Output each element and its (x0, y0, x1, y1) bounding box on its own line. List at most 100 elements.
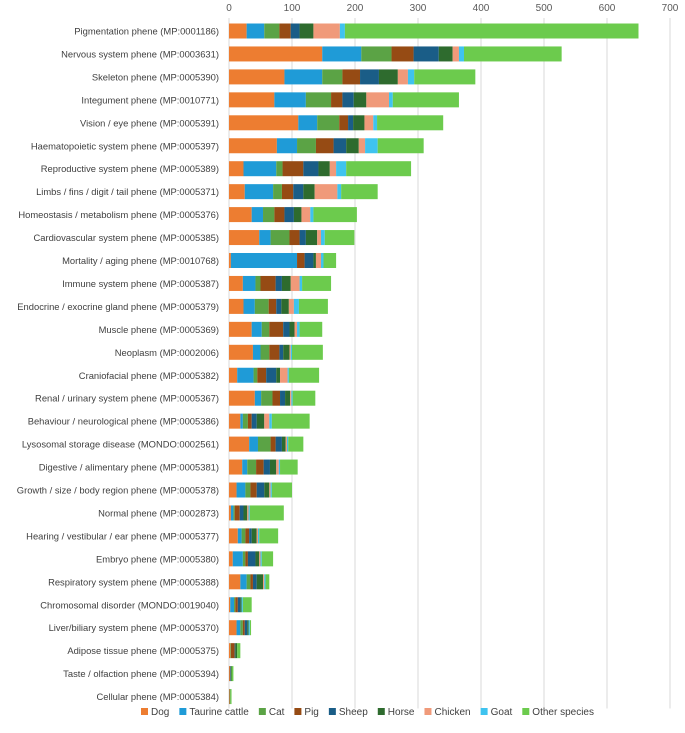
bar-segment (248, 620, 250, 636)
bar-segment (297, 253, 305, 268)
x-tick-label: 200 (347, 3, 364, 14)
bar-segment (377, 115, 444, 131)
bar-segment (263, 459, 270, 475)
bar-segment (280, 390, 286, 406)
legend-swatch (179, 708, 187, 715)
bar-segment (302, 275, 332, 291)
bar-segment (229, 46, 323, 62)
category-label: Cellular phene (MP:0005384) (97, 691, 219, 702)
bar-segment (252, 344, 261, 360)
bar-segment (301, 207, 311, 223)
bar-segment (251, 528, 257, 544)
bar-segment (463, 46, 562, 62)
bar-segment (297, 321, 300, 337)
category-label: Growth / size / body region phene (MP:00… (17, 485, 219, 496)
x-tick-label: 500 (536, 3, 553, 14)
bar-segment (239, 505, 244, 521)
bar-segment (361, 46, 392, 62)
bar-segment (288, 367, 320, 383)
bar-segment (240, 620, 243, 636)
bar-segment (276, 459, 279, 475)
bar-segment (256, 413, 265, 429)
bar-segment (246, 574, 251, 590)
bar-segment (242, 597, 252, 613)
bar-segment (290, 275, 300, 291)
bar-segment (247, 459, 257, 475)
bar-segment (264, 574, 266, 590)
bar-segment (229, 528, 238, 544)
bar-segment (323, 253, 337, 268)
bar-segment (263, 574, 265, 590)
category-label: Cardiovascular system phene (MP:0005385) (33, 232, 219, 243)
bar-segment (229, 436, 250, 452)
legend-label: Cat (269, 707, 285, 718)
bar-segment (305, 230, 318, 246)
category-label: Embryo phene (MP:0005380) (96, 553, 219, 564)
bar-segment (256, 574, 264, 590)
bar-segment (257, 436, 271, 452)
category-label: Behaviour / neurological phene (MP:00053… (28, 416, 219, 427)
bar-segment (247, 505, 249, 521)
legend-label: Taurine cattle (189, 707, 249, 718)
bar-segment (250, 482, 257, 498)
x-tick-label: 0 (226, 3, 232, 14)
bar-segment (274, 207, 285, 223)
bar-segment (241, 528, 246, 544)
bar-segment (252, 574, 257, 590)
bar-segment (298, 115, 318, 131)
bar-segment (244, 620, 248, 636)
bar-segment (234, 597, 236, 613)
bar-segment (281, 275, 291, 291)
bar-segment (313, 207, 357, 223)
bar-segment (315, 138, 334, 154)
category-label: Vision / eye phene (MP:0005391) (80, 117, 219, 128)
bar-segment (344, 23, 639, 39)
bar-segment (241, 597, 243, 613)
bar-segment (413, 46, 439, 62)
bar-segment (290, 390, 292, 406)
bar-segment (284, 69, 323, 85)
bar-segment (290, 23, 300, 39)
bar-segment (231, 666, 234, 682)
bar-segment (261, 321, 270, 337)
bar-segment (276, 367, 281, 383)
category-label: Endocrine / exocrine gland phene (MP:000… (17, 301, 219, 312)
bar-segment (299, 321, 323, 337)
legend-swatch (377, 708, 385, 715)
bar-segment (229, 69, 285, 85)
legend-swatch (328, 708, 336, 715)
bar-segment (230, 253, 298, 268)
bar-segment (346, 161, 412, 177)
bar-segment (247, 551, 256, 567)
bar-segment (270, 482, 272, 498)
x-tick-label: 100 (284, 3, 301, 14)
bar-segment (275, 275, 282, 291)
bar-segment (261, 551, 274, 567)
bar-segment (229, 597, 231, 613)
category-axis: Pigmentation phene (MP:0001186) Nervous s… (17, 26, 219, 703)
bar-segment (289, 321, 295, 337)
bar-segment (320, 253, 324, 268)
bar-segment (229, 666, 231, 682)
bar-segment (229, 643, 231, 659)
bar-segment (264, 482, 270, 498)
category-label: Hearing / vestibular / ear phene (MP:000… (26, 530, 219, 541)
bar-segment (229, 413, 241, 429)
bar-segment (320, 230, 325, 246)
bar-segment (243, 161, 277, 177)
bar-segment (270, 230, 290, 246)
bar-segment (257, 367, 267, 383)
bar-segment (250, 574, 253, 590)
bar-segment (275, 436, 282, 452)
legend-swatch (258, 708, 266, 715)
bar-segment (283, 344, 290, 360)
bar-segment (230, 689, 232, 705)
bar-segment (284, 207, 294, 223)
category-label: Lysosomal storage disease (MONDO:0002561… (22, 439, 219, 450)
bar-segment (230, 666, 231, 682)
bar-segment (339, 23, 345, 39)
bar-segment (329, 161, 337, 177)
category-label: Digestive / alimentary phene (MP:0005381… (39, 462, 219, 473)
